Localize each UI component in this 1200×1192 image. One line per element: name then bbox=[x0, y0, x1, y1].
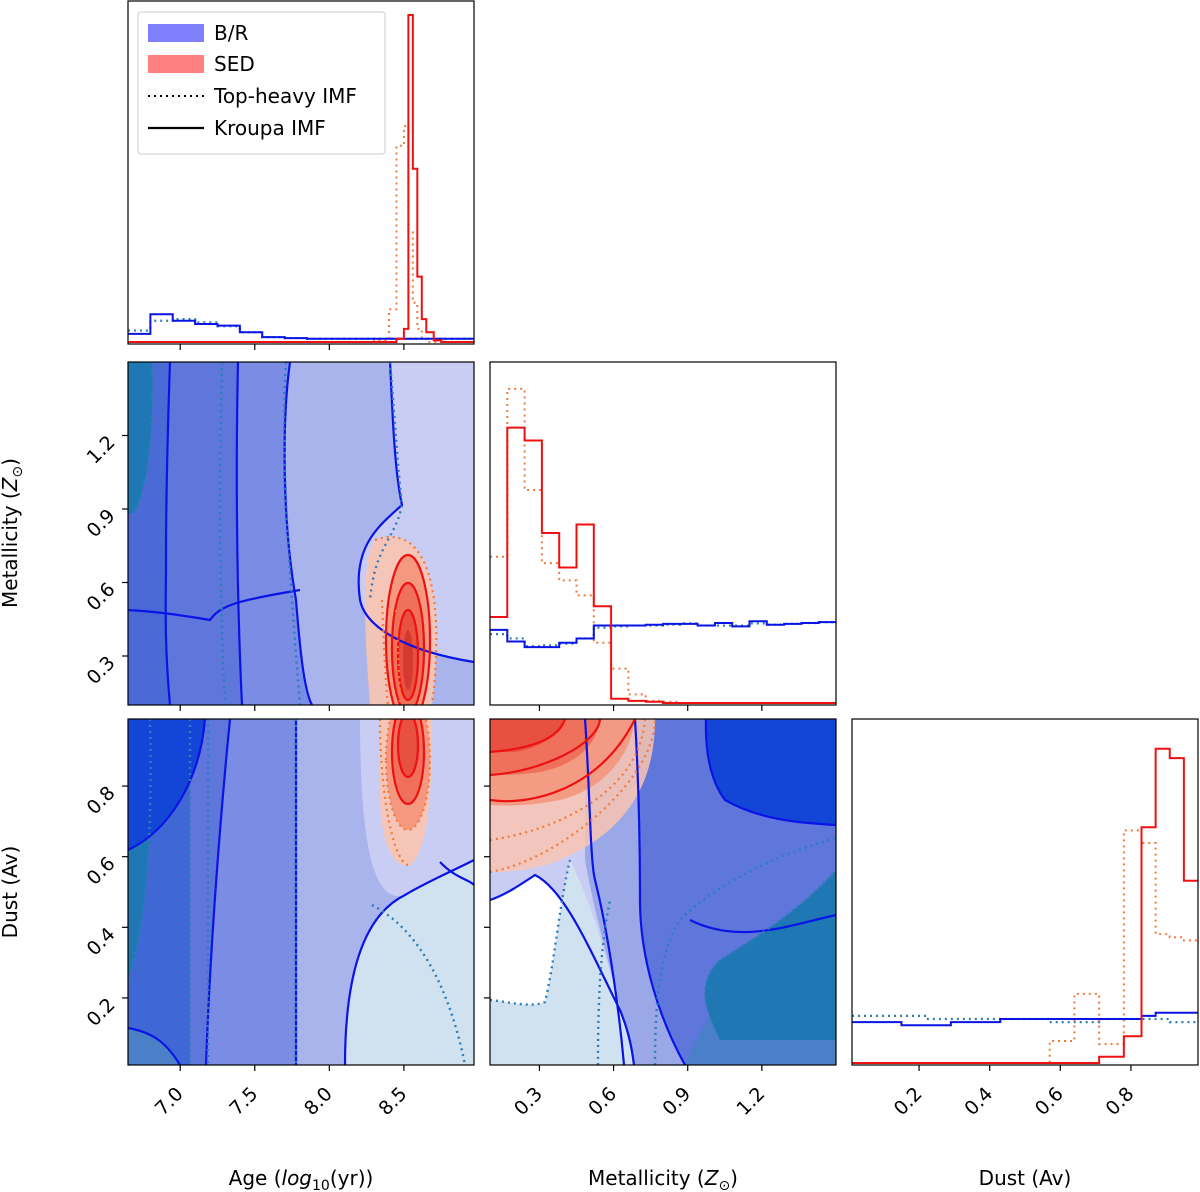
x-tick-label-dust: 0.4 bbox=[960, 1083, 997, 1120]
legend-patch-br bbox=[148, 24, 204, 42]
y-tick-label-dust: 0.4 bbox=[83, 923, 120, 960]
sed-topheavy-contour-line bbox=[490, 719, 657, 874]
br-contour-fill-level5 bbox=[128, 362, 153, 514]
x-tick-label-metallicity: 0.3 bbox=[510, 1083, 547, 1120]
x-tick-label-dust: 0.6 bbox=[1031, 1083, 1068, 1120]
x-tick-label-metallicity: 1.2 bbox=[732, 1083, 769, 1120]
hist-dust-sed-kroupa-line bbox=[852, 747, 1198, 1064]
x-tick-label-age: 8.0 bbox=[300, 1083, 337, 1120]
br-kroupa-contour-line bbox=[235, 362, 313, 705]
br-kroupa-contour-line bbox=[128, 588, 301, 622]
panel-age-vs-metallicity bbox=[128, 362, 474, 705]
x-tick-label-age: 7.0 bbox=[151, 1083, 188, 1120]
legend-label-sed: SED bbox=[214, 52, 255, 76]
x-tick-label-age: 8.5 bbox=[375, 1083, 412, 1120]
legend-label-kroupa: Kroupa IMF bbox=[214, 116, 326, 140]
br-kroupa-contour-line bbox=[164, 362, 172, 705]
sed-contour-fill-4 bbox=[398, 719, 418, 777]
y-tick-label-metallicity: 1.2 bbox=[83, 431, 120, 468]
br-kroupa-contour-line bbox=[343, 859, 474, 1065]
x-tick-label-dust: 0.2 bbox=[890, 1083, 927, 1120]
y-tick-label-metallicity: 0.9 bbox=[83, 505, 120, 542]
x-axis-label-dust: Dust (Av) bbox=[979, 1166, 1072, 1190]
hist-dust-sed-topheavy-line bbox=[852, 829, 1198, 1064]
hist-dust-panel bbox=[852, 747, 1198, 1064]
sed-kroupa-contour-line bbox=[390, 719, 426, 806]
y-tick-label-metallicity: 0.3 bbox=[83, 652, 120, 689]
axes-frame-age-age bbox=[127, 0, 475, 345]
x-axis-label-age: Age (log10(yr)) bbox=[229, 1166, 374, 1192]
sed-contour-fill-4 bbox=[490, 719, 565, 752]
axes-frame-dust-dust bbox=[851, 718, 1199, 1066]
hist-dust-br-kroupa-line bbox=[852, 1011, 1198, 1027]
legend-label-br: B/R bbox=[214, 21, 248, 45]
hist-age-panel bbox=[128, 14, 474, 343]
br-contour-fill-hole-lightblue bbox=[490, 860, 634, 1065]
axes-frame-metallicity-metallicity bbox=[489, 361, 837, 706]
y-tick-label-dust: 0.6 bbox=[83, 853, 120, 890]
br-contour-fill-lowleft bbox=[128, 1028, 180, 1065]
y-tick-label-dust: 0.8 bbox=[83, 782, 120, 819]
hist-age-sed-kroupa-line bbox=[128, 14, 474, 343]
x-tick-label-age: 7.5 bbox=[225, 1083, 262, 1120]
sed-topheavy-contour-line bbox=[374, 535, 438, 705]
br-kroupa-contour-line bbox=[633, 719, 836, 1065]
hist-age-br-kroupa-line bbox=[128, 313, 474, 340]
y-tick-label-metallicity: 0.6 bbox=[83, 578, 120, 615]
legend-patch-sed bbox=[148, 55, 204, 73]
x-axis-label-metallicity: Metallicity (Z⊙) bbox=[588, 1166, 738, 1192]
x-tick-label-metallicity: 0.6 bbox=[584, 1083, 621, 1120]
br-contour-fill-level5 bbox=[705, 870, 836, 1040]
y-tick-label-dust: 0.2 bbox=[83, 994, 120, 1031]
x-tick-label-metallicity: 0.9 bbox=[658, 1083, 695, 1120]
y-axis-label-dust: Dust (Av) bbox=[0, 846, 22, 939]
br-topheavy-contour-line bbox=[128, 719, 467, 1065]
sed-kroupa-contour-line bbox=[384, 553, 432, 705]
sed-contour-fill-5 bbox=[403, 630, 413, 690]
br-kroupa-contour-line bbox=[490, 719, 636, 1065]
sed-kroupa-contour-line bbox=[490, 719, 636, 803]
hist-metallicity-br-topheavy-line bbox=[490, 621, 836, 648]
legend: B/R SED Top-heavy IMF Kroupa IMF bbox=[137, 11, 386, 155]
br-topheavy-contour-line bbox=[133, 362, 404, 705]
legend-box bbox=[137, 11, 386, 155]
panel-age-vs-dust bbox=[128, 719, 474, 1065]
legend-label-topheavy: Top-heavy IMF bbox=[213, 84, 357, 108]
sed-topheavy-contour-line bbox=[378, 719, 432, 867]
hist-metallicity-br-kroupa-line bbox=[490, 620, 836, 649]
axes-frame-age-metallicity bbox=[127, 361, 475, 706]
hist-metallicity-sed-kroupa-line bbox=[490, 426, 836, 704]
axes-frame-age-dust bbox=[127, 718, 475, 1066]
hist-age-br-topheavy-line bbox=[128, 318, 474, 340]
y-axis-label-metallicity: Metallicity (Z⊙) bbox=[0, 458, 26, 608]
br-contour-fill-level6 bbox=[128, 719, 205, 850]
hist-metallicity-panel bbox=[490, 387, 836, 704]
axes-frame-metallicity-dust bbox=[489, 718, 837, 1066]
x-tick-label-dust: 0.8 bbox=[1102, 1083, 1139, 1120]
hist-metallicity-sed-topheavy-line bbox=[490, 387, 836, 704]
br-contour-fill-level6 bbox=[705, 719, 836, 825]
panel-metallicity-vs-dust bbox=[490, 719, 836, 1065]
br-kroupa-contour-line bbox=[128, 719, 298, 1065]
